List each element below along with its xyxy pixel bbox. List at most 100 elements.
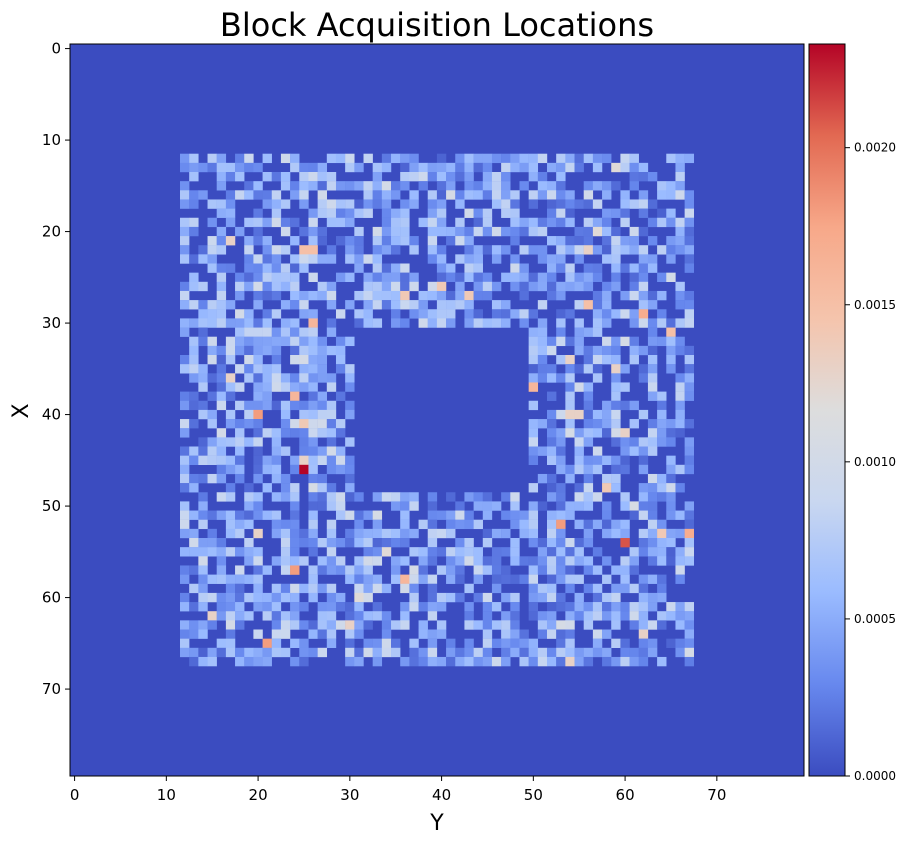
- heatmap-cell: [491, 556, 502, 566]
- heatmap-cell: [381, 611, 392, 621]
- heatmap-cell: [180, 565, 190, 575]
- heatmap-cell: [391, 263, 401, 273]
- heatmap-cell: [611, 309, 621, 319]
- heatmap-cell: [519, 217, 529, 228]
- heatmap-cell: [400, 236, 410, 246]
- heatmap-cell: [290, 602, 300, 612]
- heatmap-cell: [611, 565, 621, 575]
- heatmap-cell: [657, 556, 667, 566]
- heatmap-cell: [473, 181, 483, 191]
- heatmap-cell: [491, 638, 502, 648]
- heatmap-cell: [565, 373, 575, 383]
- heatmap-cell: [666, 355, 676, 365]
- heatmap-cell: [354, 263, 364, 273]
- heatmap-cell: [189, 528, 199, 539]
- heatmap-cell: [216, 236, 227, 246]
- heatmap-cell: [280, 528, 291, 539]
- heatmap-cell: [198, 510, 208, 520]
- heatmap-cell: [235, 153, 245, 164]
- heatmap-cell: [180, 190, 190, 200]
- heatmap-cell: [611, 382, 621, 392]
- heatmap-cell: [409, 583, 419, 594]
- heatmap-cell: [317, 501, 328, 511]
- heatmap-cell: [280, 336, 291, 347]
- heatmap-cell: [354, 647, 364, 658]
- heatmap-cell: [501, 190, 511, 200]
- heatmap-cell: [611, 355, 621, 365]
- heatmap-cell: [657, 409, 667, 420]
- heatmap-cell: [528, 428, 539, 438]
- heatmap-cell: [198, 382, 208, 392]
- heatmap-cell: [372, 583, 383, 594]
- heatmap-cell: [354, 309, 364, 319]
- heatmap-cell: [271, 592, 282, 603]
- heatmap-cell: [565, 464, 575, 475]
- heatmap-cell: [290, 547, 300, 557]
- heatmap-cell: [335, 345, 346, 356]
- heatmap-cell: [290, 419, 300, 429]
- heatmap-cell: [611, 391, 621, 401]
- heatmap-cell: [400, 281, 410, 292]
- heatmap-cell: [354, 290, 364, 301]
- heatmap-cell: [381, 236, 392, 246]
- heatmap-cell: [473, 318, 483, 328]
- heatmap-cell: [574, 272, 584, 282]
- heatmap-cell: [647, 574, 658, 584]
- heatmap-cell: [372, 602, 383, 612]
- heatmap-cell: [235, 272, 245, 282]
- heatmap-cell: [317, 647, 328, 658]
- heatmap-cell: [446, 547, 456, 557]
- heatmap-cell: [528, 437, 539, 447]
- heatmap-cell: [317, 172, 328, 182]
- heatmap-cell: [280, 583, 291, 594]
- heatmap-cell: [180, 501, 190, 511]
- colorbar-tick-label: 0.0000: [854, 769, 896, 783]
- heatmap-cell: [427, 190, 438, 200]
- heatmap-cell: [244, 364, 254, 374]
- heatmap-cell: [216, 272, 227, 282]
- heatmap-cell: [464, 647, 474, 658]
- heatmap-cell: [308, 419, 318, 429]
- heatmap-cell: [418, 181, 428, 191]
- heatmap-cell: [565, 602, 575, 612]
- x-tick-label: 40: [432, 786, 451, 804]
- heatmap-cell: [675, 290, 685, 301]
- heatmap-cell: [647, 300, 658, 310]
- heatmap-cell: [216, 428, 227, 438]
- heatmap-cell: [354, 199, 364, 209]
- heatmap-cell: [189, 620, 199, 630]
- heatmap-cell: [299, 162, 309, 173]
- heatmap-cell: [638, 510, 649, 520]
- heatmap-cell: [225, 172, 236, 182]
- heatmap-cell: [611, 483, 621, 493]
- heatmap-cell: [244, 373, 254, 383]
- heatmap-cell: [216, 172, 227, 182]
- heatmap-cell: [629, 318, 639, 328]
- heatmap-cell: [592, 309, 603, 319]
- heatmap-cell: [455, 254, 465, 264]
- heatmap-cell: [583, 153, 594, 164]
- heatmap-cell: [326, 245, 337, 255]
- heatmap-cell: [556, 574, 566, 584]
- heatmap-cell: [189, 217, 199, 228]
- heatmap-cell: [427, 226, 438, 237]
- heatmap-cell: [647, 364, 658, 374]
- heatmap-cell: [207, 217, 217, 228]
- heatmap-cell: [528, 602, 539, 612]
- heatmap-cell: [299, 647, 309, 658]
- heatmap-cell: [620, 501, 630, 511]
- heatmap-cell: [592, 318, 603, 328]
- heatmap-cell: [638, 547, 649, 557]
- heatmap-cell: [675, 318, 685, 328]
- heatmap-cell: [299, 373, 309, 383]
- heatmap-cell: [547, 428, 557, 438]
- heatmap-cell: [528, 153, 539, 164]
- heatmap-cell: [455, 162, 465, 173]
- heatmap-cell: [464, 172, 474, 182]
- heatmap-cell: [235, 510, 245, 520]
- heatmap-cell: [345, 528, 355, 539]
- heatmap-cell: [592, 464, 603, 475]
- heatmap-cell: [363, 647, 373, 658]
- heatmap-cell: [510, 272, 520, 282]
- heatmap-cell: [501, 565, 511, 575]
